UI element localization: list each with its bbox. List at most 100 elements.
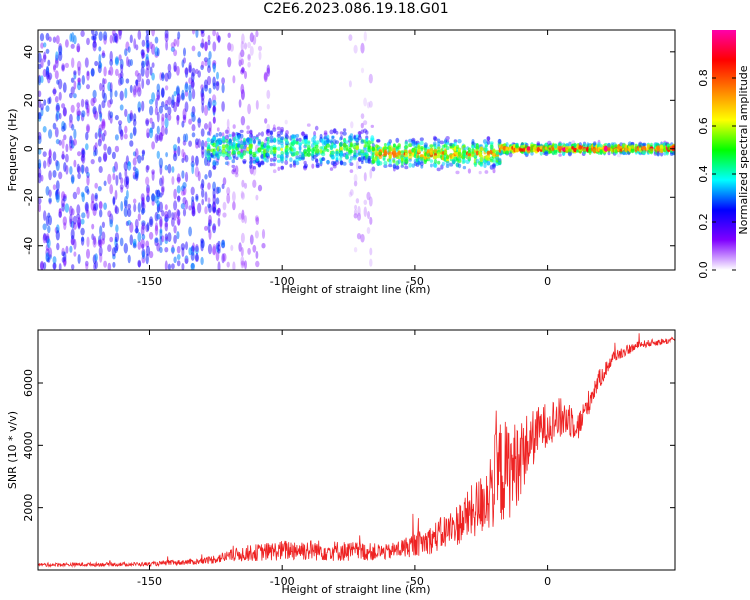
heatmap-cell bbox=[350, 143, 353, 148]
heatmap-cell bbox=[554, 143, 558, 149]
heatmap-cell bbox=[173, 49, 178, 57]
heatmap-cell bbox=[360, 129, 364, 134]
heatmap-cell bbox=[114, 35, 118, 43]
heatmap-cell bbox=[424, 147, 428, 154]
heatmap-cell bbox=[249, 234, 254, 245]
heatmap-cell bbox=[257, 163, 261, 168]
heatmap-cell bbox=[353, 134, 357, 140]
heatmap-cell bbox=[295, 155, 300, 159]
heatmap-cell bbox=[112, 196, 116, 206]
heatmap-cell bbox=[101, 221, 105, 228]
heatmap-cell bbox=[114, 161, 118, 172]
heatmap-cell bbox=[212, 99, 217, 107]
heatmap-cell bbox=[173, 225, 177, 234]
heatmap-cell bbox=[630, 148, 635, 154]
heatmap-cell bbox=[94, 60, 99, 67]
heatmap-cell bbox=[242, 160, 247, 165]
heatmap-cell bbox=[207, 65, 211, 73]
heatmap-cell bbox=[195, 253, 199, 262]
heatmap-cell bbox=[182, 182, 187, 189]
heatmap-cell bbox=[201, 198, 205, 206]
heatmap-cell bbox=[217, 207, 221, 213]
heatmap-cell bbox=[360, 42, 365, 54]
heatmap-cell bbox=[217, 217, 221, 227]
heatmap-cell bbox=[54, 70, 59, 80]
heatmap-cell bbox=[156, 200, 161, 207]
heatmap-cell bbox=[207, 197, 211, 204]
heatmap-cell bbox=[70, 238, 75, 246]
heatmap-cell bbox=[151, 92, 156, 102]
heatmap-cell bbox=[483, 163, 487, 169]
heatmap-cell bbox=[188, 205, 192, 211]
heatmap-cell bbox=[240, 232, 245, 244]
heatmap-cell bbox=[101, 84, 105, 92]
heatmap-cell bbox=[114, 206, 120, 215]
heatmap-cell bbox=[266, 103, 270, 110]
heatmap-cell bbox=[85, 203, 89, 214]
heatmap-cell bbox=[146, 195, 150, 203]
heatmap-cell bbox=[107, 81, 112, 92]
heatmap-cell bbox=[137, 107, 141, 113]
heatmap-cell bbox=[222, 201, 227, 211]
heatmap-cell bbox=[184, 199, 189, 210]
heatmap-cell bbox=[204, 225, 208, 231]
heatmap-cell bbox=[156, 111, 160, 123]
heatmap-cell bbox=[433, 155, 438, 159]
heatmap-cell bbox=[222, 177, 227, 186]
heatmap-cell bbox=[241, 212, 245, 224]
heatmap-cell bbox=[462, 158, 466, 164]
heatmap-cell bbox=[536, 141, 541, 146]
heatmap-cell bbox=[303, 160, 307, 165]
heatmap-cell bbox=[303, 165, 308, 171]
heatmap-cell bbox=[188, 90, 192, 102]
heatmap-cell bbox=[94, 147, 98, 156]
heatmap-cell bbox=[65, 39, 69, 48]
heatmap-cell bbox=[38, 197, 42, 205]
heatmap-cell bbox=[486, 140, 491, 145]
heatmap-cell bbox=[307, 141, 311, 146]
heatmap-cell bbox=[592, 141, 597, 146]
heatmap-cell bbox=[164, 222, 168, 232]
heatmap-cell bbox=[215, 197, 220, 205]
heatmap-cell bbox=[101, 50, 105, 57]
heatmap-cell bbox=[319, 133, 323, 139]
heatmap-cell bbox=[98, 124, 103, 132]
heatmap-cell bbox=[154, 225, 159, 236]
heatmap-cell bbox=[191, 210, 196, 217]
heatmap-cell bbox=[200, 42, 205, 48]
heatmap-cell bbox=[266, 67, 271, 77]
heatmap-cell bbox=[69, 245, 73, 253]
heatmap-cell bbox=[363, 206, 367, 218]
heatmap-cell bbox=[99, 112, 103, 122]
heatmap-cell bbox=[48, 149, 52, 158]
heatmap-cell bbox=[148, 251, 154, 259]
heatmap-cell bbox=[119, 129, 124, 141]
heatmap-cell bbox=[453, 141, 457, 146]
heatmap-cell bbox=[182, 208, 187, 217]
heatmap-cell bbox=[208, 219, 212, 227]
heatmap-cell bbox=[40, 58, 44, 68]
heatmap-cell bbox=[92, 89, 97, 99]
heatmap-cell bbox=[326, 148, 330, 153]
heatmap-cell bbox=[342, 131, 347, 136]
heatmap-cell bbox=[365, 149, 369, 156]
heatmap-cell bbox=[92, 35, 97, 42]
heatmap-cell bbox=[238, 99, 242, 108]
heatmap-cell bbox=[184, 101, 189, 113]
heatmap-cell bbox=[437, 141, 441, 147]
heatmap-cell bbox=[467, 168, 471, 174]
heatmap-cell bbox=[370, 124, 374, 128]
heatmap-cell bbox=[99, 225, 103, 237]
heatmap-cell bbox=[280, 147, 283, 152]
heatmap-cell bbox=[207, 131, 210, 136]
heatmap-cell bbox=[70, 208, 75, 216]
heatmap-cell bbox=[240, 260, 246, 266]
heatmap-cell bbox=[363, 172, 367, 182]
heatmap-cell bbox=[176, 93, 181, 103]
heatmap-cell bbox=[486, 161, 491, 166]
heatmap-cell bbox=[280, 165, 285, 171]
heatmap-cell bbox=[47, 74, 51, 84]
heatmap-cell bbox=[194, 166, 200, 178]
heatmap-cell bbox=[486, 136, 491, 141]
